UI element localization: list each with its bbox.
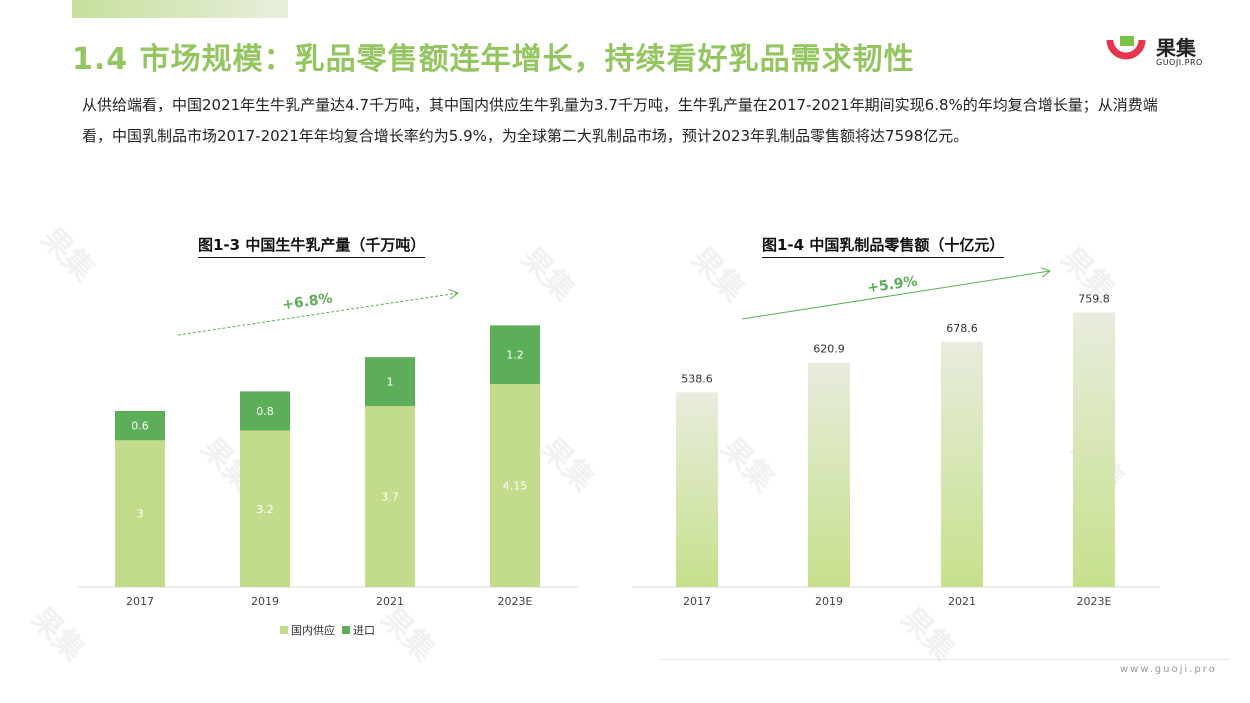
chart2-bar-2019 <box>808 362 850 587</box>
chart2-tick-label: 2023E <box>1077 595 1112 608</box>
chart2-bar-2023E <box>1073 312 1115 587</box>
chart2-growth-annotation: +5.9% <box>866 274 918 297</box>
brand-logo: 果集 GUOJI.PRO <box>1106 32 1226 72</box>
chart1-bar-domestic-2017 <box>115 440 165 587</box>
chart2-tick-label: 2021 <box>948 595 976 608</box>
logo-mark-icon <box>1106 36 1146 60</box>
intro-paragraph: 从供给端看，中国2021年生牛乳产量达4.7千万吨，其中国内供应生牛乳量为3.7… <box>82 96 1158 145</box>
chart1-bar-import-2019 <box>240 391 290 431</box>
chart2-bar-2021 <box>941 341 983 587</box>
chart1-data-label: 3.7 <box>381 491 399 504</box>
chart2-data-label: 620.9 <box>813 343 845 356</box>
chart2-tick-label: 2017 <box>683 595 711 608</box>
chart1-trend-arrow <box>177 293 458 336</box>
chart1-data-label: 1 <box>387 376 394 389</box>
chart1-tick-label: 2019 <box>251 595 279 608</box>
logo-text: 果集 <box>1156 36 1196 60</box>
chart1-title: 图1-3 中国生牛乳产量（千万吨） <box>198 234 426 258</box>
chart1-bar-domestic-2021 <box>365 406 415 587</box>
chart1-legend-label: 国内供应 <box>291 623 335 637</box>
chart1-data-label: 0.8 <box>256 405 274 418</box>
page-title: 1.4 市场规模：乳品零售额连年增长，持续看好乳品需求韧性 <box>72 42 915 77</box>
chart1-bar-import-2021 <box>365 357 415 407</box>
chart2-data-label: 678.6 <box>946 322 978 335</box>
logo-subtext: GUOJI.PRO <box>1156 58 1203 67</box>
chart1-legend-swatch-import <box>342 626 350 634</box>
chart2-data-label: 759.8 <box>1078 293 1110 306</box>
chart2-data-label: 538.6 <box>681 372 713 385</box>
chart1-growth-annotation: +6.8% <box>281 291 333 314</box>
chart2-tick-label: 2019 <box>815 595 843 608</box>
chart1-data-label: 4.15 <box>503 480 528 493</box>
chart2-bar-2017 <box>676 392 718 587</box>
chart1-bar-import-2023E <box>490 325 540 385</box>
chart1-bar-domestic-2023E <box>490 384 540 587</box>
footer-divider <box>660 659 1230 660</box>
chart1-data-label: 3.2 <box>256 503 274 516</box>
footer-url: www.guoji.pro <box>1120 664 1217 675</box>
chart1-tick-label: 2023E <box>498 595 533 608</box>
chart1-data-label: 0.6 <box>131 420 149 433</box>
chart1-data-label: 1.2 <box>506 349 524 362</box>
chart1-legend-label: 进口 <box>353 624 375 637</box>
chart1-legend-swatch-domestic <box>280 626 288 634</box>
chart1-bar-domestic-2019 <box>240 430 290 587</box>
chart2-trend-arrow <box>741 271 1050 320</box>
chart1-data-label: 3 <box>137 508 144 521</box>
chart1-bar-import-2017 <box>115 410 165 441</box>
chart1-tick-label: 2021 <box>376 595 404 608</box>
chart1-tick-label: 2017 <box>126 595 154 608</box>
chart2-title: 图1-4 中国乳制品零售额（十亿元） <box>762 234 1005 258</box>
top-accent-bar <box>72 0 288 18</box>
